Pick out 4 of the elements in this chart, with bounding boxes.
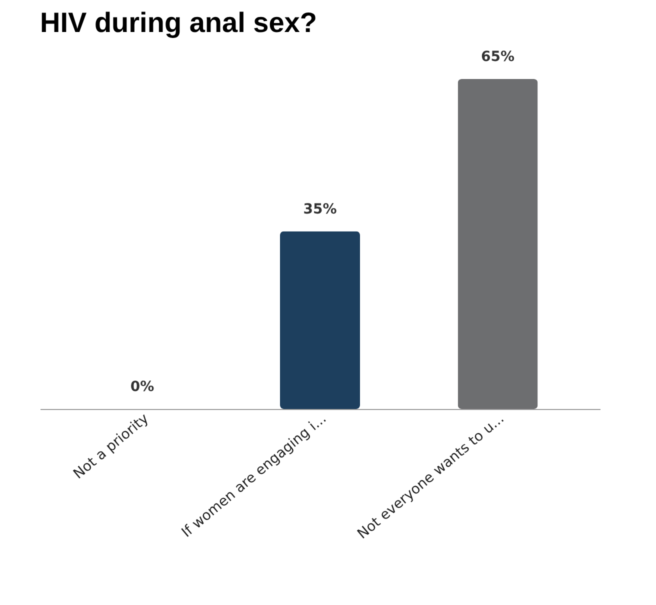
chart-title: HIV during anal sex? bbox=[40, 7, 317, 38]
data-label: 0% bbox=[130, 379, 154, 395]
data-label: 35% bbox=[303, 201, 337, 218]
data-label: 65% bbox=[481, 49, 515, 65]
